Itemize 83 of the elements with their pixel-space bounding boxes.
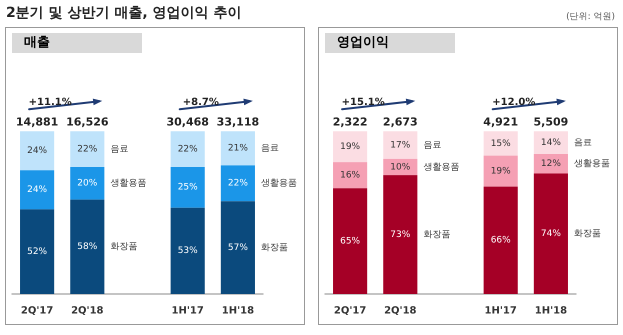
annotation: 4,921 (483, 116, 518, 129)
bar (333, 188, 368, 294)
text: +12.0% (492, 96, 536, 108)
text: (단위: 억원) (566, 11, 615, 23)
annotation: 5,509 (534, 116, 568, 129)
bar (20, 209, 54, 294)
bar (484, 186, 518, 294)
annotation: 2,673 (382, 116, 418, 129)
data-label: 21% (228, 144, 248, 154)
data-label: 57% (228, 242, 248, 253)
data-label: 22% (77, 144, 98, 154)
x-tick-label: 2Q'17 (334, 306, 366, 317)
bar (534, 131, 568, 154)
annotation: 2,322 (332, 116, 368, 129)
data-label: 19% (490, 166, 512, 176)
x-tick-label: 1H'17 (172, 306, 204, 317)
data-label: 22% (228, 178, 248, 189)
series-label: 생활용품 (423, 162, 460, 172)
x-tick-label: 1H'18 (222, 306, 254, 317)
chart-title: 매출 (12, 33, 142, 53)
text: 생활용품 (574, 159, 610, 170)
annotation: 33,118 (216, 116, 260, 129)
data-label: 14% (540, 138, 562, 148)
data-label: 20% (77, 178, 98, 189)
bar (484, 131, 518, 156)
text: 음료 (260, 144, 279, 154)
text: +15.1% (342, 96, 385, 108)
bar (70, 200, 104, 294)
data-label: 24% (27, 185, 48, 196)
data-label: 15% (490, 138, 512, 149)
data-label: 25% (178, 182, 198, 193)
bar (220, 131, 255, 166)
text: 음료 (574, 138, 592, 148)
annotation: 30,468 (166, 116, 209, 129)
data-label: 73% (390, 230, 411, 240)
data-label: 24% (27, 146, 48, 156)
series-label: 생활용품 (110, 178, 146, 189)
bar (484, 156, 518, 187)
data-label: 17% (390, 140, 411, 150)
data-label: 22% (178, 144, 198, 154)
text: 화장품 (574, 229, 601, 240)
bar (333, 162, 368, 188)
bar (170, 167, 205, 208)
text: +11.1% (28, 96, 72, 108)
data-label: 65% (340, 236, 361, 246)
data-label: 66% (490, 236, 512, 246)
data-label: 74% (540, 229, 562, 240)
chart-title: 영업이익 (325, 33, 455, 53)
bar (170, 208, 205, 294)
bar (220, 165, 255, 202)
data-label: 52% (27, 247, 48, 258)
bar (383, 175, 418, 294)
series-label: 음료 (423, 140, 442, 150)
text: 화장품 (260, 242, 288, 253)
bar (534, 174, 568, 294)
bar (20, 170, 54, 210)
annotation: 14,881 (16, 116, 58, 129)
series-label: 화장품 (110, 242, 138, 252)
x-tick-label: 2Q'18 (71, 306, 104, 317)
data-label: 53% (178, 246, 198, 256)
bar (20, 131, 54, 170)
data-label: 16% (340, 170, 361, 181)
x-tick-label: 1H'18 (534, 306, 568, 317)
x-tick-label: 1H'17 (484, 306, 517, 317)
x-tick-label: 2Q'18 (384, 306, 417, 317)
series-label: 음료 (110, 144, 128, 154)
bar (383, 131, 418, 159)
data-label: 10% (390, 162, 411, 172)
x-tick-label: 2Q'17 (20, 306, 54, 317)
text: +8.7% (182, 96, 219, 108)
bar (170, 131, 205, 168)
data-label: 19% (340, 142, 361, 152)
bar (70, 167, 104, 200)
series-label: 화장품 (423, 230, 450, 240)
text: 2분기 및 상반기 매출, 영업이익 추이 (6, 4, 242, 22)
bar (534, 154, 568, 174)
bar (220, 201, 255, 294)
bar (70, 131, 104, 168)
data-label: 12% (540, 159, 562, 170)
text: 생활용품 (260, 178, 297, 189)
data-label: 58% (77, 242, 98, 252)
annotation: 16,526 (66, 116, 109, 129)
bar (333, 131, 368, 162)
